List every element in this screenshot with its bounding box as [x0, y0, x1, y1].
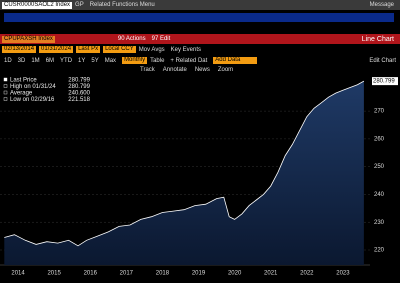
- stat-swatch: [3, 84, 8, 88]
- x-tick-label: 2015: [47, 271, 61, 277]
- last-price-tag: [372, 77, 398, 86]
- stat-value: 280.799: [68, 84, 90, 90]
- settings-bar: 02/13/2014 01/31/2024 Last Px Local CCY …: [0, 45, 400, 54]
- tool-button[interactable]: Zoom: [217, 67, 234, 73]
- y-tick-label: 240: [374, 192, 385, 198]
- range-button[interactable]: 1M: [31, 57, 40, 64]
- edit-chart[interactable]: Edit Chart: [369, 57, 396, 64]
- x-tick-label: 2023: [336, 271, 350, 277]
- tool-bar: Track Annotate News Zoom: [0, 66, 400, 74]
- area-fill: [4, 81, 364, 265]
- stat-value: 240.600: [68, 91, 90, 97]
- x-tick-label: 2021: [264, 271, 278, 277]
- range-button[interactable]: Max: [104, 57, 117, 64]
- x-tick-label: 2020: [228, 271, 242, 277]
- y-tick-label: 260: [374, 136, 385, 142]
- y-tick-label: 220: [374, 248, 385, 254]
- tool-button[interactable]: News: [194, 67, 210, 73]
- top-bar: CUSR0000SAOL2 Index GP Related Functions…: [0, 0, 400, 10]
- range-button[interactable]: 5Y: [91, 57, 99, 64]
- stat-value: 280.799: [68, 78, 90, 84]
- ticker-field[interactable]: CUSR0000SAOL2 Index: [2, 1, 73, 9]
- related-menu[interactable]: Related Functions Menu: [89, 2, 155, 8]
- stat-label: Average: [10, 91, 33, 97]
- last-price-label: 280.799: [373, 79, 395, 85]
- x-tick-label: 2014: [11, 271, 25, 277]
- start-date[interactable]: 02/13/2014: [2, 46, 37, 53]
- y-tick-label: 270: [374, 109, 385, 115]
- x-tick-label: 2022: [300, 271, 314, 277]
- add-data[interactable]: Add Data: [213, 57, 258, 64]
- stat-label: Low on 02/29/16: [10, 97, 55, 103]
- tool-button[interactable]: Annotate: [162, 67, 187, 73]
- end-date[interactable]: 01/31/2024: [39, 46, 74, 53]
- x-tick-label: 2018: [156, 271, 170, 277]
- table-button[interactable]: Table: [150, 57, 165, 64]
- security-bar: CPUPAXSH Index 90 Actions 97 Edit Line C…: [0, 34, 400, 44]
- x-tick-label: 2019: [192, 271, 206, 277]
- chart-kind: Line Chart: [361, 35, 394, 43]
- stat-label: Last Price: [10, 78, 37, 84]
- range-button[interactable]: YTD: [60, 57, 73, 64]
- field-select[interactable]: Last Px: [76, 46, 101, 53]
- stat-swatch: [3, 77, 8, 82]
- key-events[interactable]: Key Events: [170, 46, 202, 53]
- range-button[interactable]: 1Y: [78, 57, 86, 64]
- message-button[interactable]: Message: [369, 2, 394, 8]
- currency-select[interactable]: Local CCY: [103, 46, 136, 53]
- security-field[interactable]: CPUPAXSH Index: [2, 35, 55, 43]
- y-tick-label: 250: [374, 164, 385, 170]
- command-input[interactable]: [4, 12, 394, 22]
- stat-swatch: [3, 97, 8, 101]
- actions-menu[interactable]: 90 Actions: [117, 36, 146, 42]
- edit-menu[interactable]: 97 Edit: [151, 36, 171, 42]
- tool-button[interactable]: Track: [140, 67, 155, 73]
- x-tick-label: 2017: [120, 271, 134, 277]
- stat-label: High on 01/31/24: [10, 84, 56, 90]
- function-field[interactable]: GP: [75, 2, 84, 8]
- price-line: [4, 80, 365, 247]
- stat-value: 221.518: [68, 97, 90, 103]
- related-data[interactable]: + Related Dat: [170, 57, 208, 64]
- range-button[interactable]: 3D: [17, 57, 26, 64]
- range-button[interactable]: 6M: [45, 57, 55, 64]
- y-tick-label: 230: [374, 220, 385, 226]
- range-bar: 1D 3D 1M 6M YTD 1Y 5Y Max Monthly Table + Relat…: [0, 56, 400, 65]
- stat-swatch: [3, 90, 8, 95]
- x-tick-label: 2016: [84, 271, 98, 277]
- command-line: [0, 11, 400, 23]
- range-buttons: 1D 3D 1M 6M YTD 1Y 5Y Max: [4, 58, 122, 64]
- range-button[interactable]: 1D: [4, 57, 12, 64]
- periodicity[interactable]: Monthly: [122, 57, 148, 64]
- chart: 220 230 240 250 260 270 2014 2015 2016 2017 2018 20…: [0, 77, 398, 277]
- mov-avgs[interactable]: Mov Avgs: [138, 46, 165, 53]
